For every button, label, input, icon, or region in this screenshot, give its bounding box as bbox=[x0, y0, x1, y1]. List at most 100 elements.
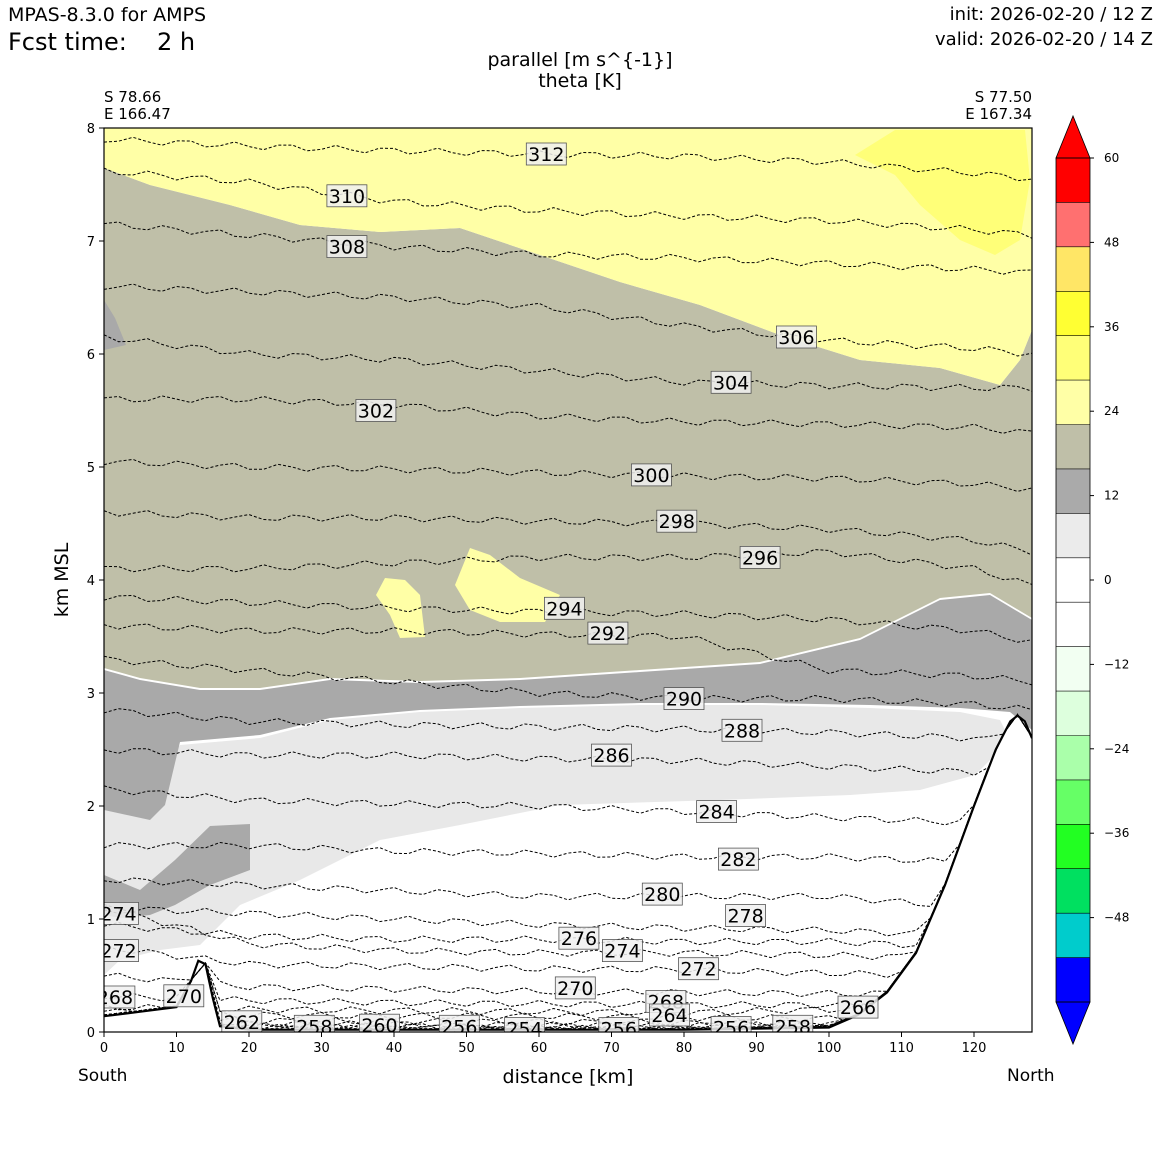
theta-label-310: 310 bbox=[326, 184, 368, 208]
theta-310-contour bbox=[104, 167, 1032, 239]
south-direction-label: South bbox=[78, 1066, 128, 1086]
theta-label-256: 256 bbox=[598, 1017, 640, 1041]
theta-label-text: 260 bbox=[361, 1015, 397, 1037]
theta-288-contour bbox=[104, 708, 1032, 742]
theta-label-text: 278 bbox=[727, 906, 763, 928]
colorbar-under-arrow bbox=[1055, 1001, 1091, 1046]
south-endpoint-latitude: S 78.66 bbox=[104, 88, 162, 106]
theta-label-254: 254 bbox=[504, 1017, 545, 1032]
forecast-time-label: Fcst time: bbox=[8, 28, 127, 56]
theta-label-298: 298 bbox=[656, 509, 698, 533]
theta-284-contour bbox=[104, 713, 1032, 826]
x-tick-label: 110 bbox=[889, 1041, 914, 1056]
y-tick-label: 5 bbox=[87, 461, 95, 476]
y-tick-label: 3 bbox=[87, 687, 95, 702]
colorbar-bin bbox=[1056, 513, 1090, 558]
theta-label-text: 304 bbox=[713, 372, 749, 394]
colorbar-over-arrow bbox=[1055, 114, 1091, 159]
field-gray-region bbox=[104, 595, 1032, 820]
theta-label-274: 274 bbox=[104, 902, 139, 925]
theta-label-text: 266 bbox=[840, 997, 876, 1019]
theta-label-312: 312 bbox=[525, 142, 567, 166]
theta-label-text: 300 bbox=[633, 465, 669, 487]
theta-label-256: 256 bbox=[438, 1014, 480, 1032]
theta-label-text: 286 bbox=[593, 745, 629, 767]
colorbar-bin bbox=[1056, 779, 1090, 825]
south-endpoint-longitude: E 166.47 bbox=[104, 105, 171, 123]
north-endpoint-longitude: E 167.34 bbox=[965, 105, 1032, 123]
theta-label-text: 262 bbox=[224, 1012, 260, 1034]
y-tick-label: 2 bbox=[87, 800, 95, 815]
north-direction-label: North bbox=[1007, 1066, 1055, 1086]
theta-label-266: 266 bbox=[837, 995, 879, 1019]
theta-label-text: 272 bbox=[680, 959, 716, 981]
field-paleyellow-blob-2 bbox=[455, 548, 560, 622]
colorbar-bin bbox=[1056, 291, 1090, 336]
colorbar-tick-label: 0 bbox=[1104, 573, 1112, 587]
colorbar-tick-label: 48 bbox=[1104, 235, 1119, 249]
y-axis: 0 1 2 3 4 5 6 7 8 bbox=[87, 122, 104, 1041]
colorbar-tick-label: −48 bbox=[1104, 911, 1129, 925]
colorbar-bin bbox=[1056, 335, 1090, 381]
theta-label-text: 268 bbox=[97, 987, 133, 1009]
terrain-outline bbox=[104, 714, 1032, 1031]
x-tick-label: 10 bbox=[168, 1041, 185, 1056]
theta-label-290: 290 bbox=[663, 687, 705, 711]
x-tick-label: 80 bbox=[676, 1041, 693, 1056]
colorbar-bin bbox=[1056, 468, 1090, 514]
theta-label-text: 296 bbox=[742, 547, 778, 569]
theta-label-268: 268 bbox=[97, 985, 136, 1009]
theta-label-text: 256 bbox=[601, 1019, 637, 1041]
y-tick-label: 1 bbox=[87, 913, 95, 928]
theta-label-256: 256 bbox=[710, 1016, 752, 1032]
theta-306-contour bbox=[104, 283, 1032, 357]
theta-label-text: 270 bbox=[557, 978, 593, 1000]
colorbar-bin bbox=[1056, 913, 1090, 958]
colorbar-tick-label: −24 bbox=[1104, 742, 1129, 756]
theta-label-264: 264 bbox=[649, 1003, 690, 1027]
colorbar-bin bbox=[1056, 646, 1090, 691]
theta-label-text: 282 bbox=[720, 849, 756, 871]
theta-label-text: 276 bbox=[561, 928, 597, 950]
colorbar-bin bbox=[1056, 691, 1090, 736]
chart-title: parallel [m s^{-1}] bbox=[487, 49, 673, 71]
colorbar-bin bbox=[1056, 868, 1090, 914]
colorbar-bin bbox=[1056, 246, 1090, 292]
theta-label-text: 258 bbox=[775, 1016, 811, 1038]
colorbar-tick-label: 60 bbox=[1104, 151, 1119, 165]
y-tick-label: 4 bbox=[87, 574, 95, 589]
x-tick-label: 50 bbox=[458, 1041, 475, 1056]
x-tick-label: 20 bbox=[241, 1041, 258, 1056]
theta-label-270: 270 bbox=[163, 984, 205, 1008]
theta-290-contour bbox=[104, 655, 1032, 711]
y-tick-label: 7 bbox=[87, 235, 95, 250]
x-tick-label: 60 bbox=[531, 1041, 548, 1056]
colorbar-bin bbox=[1056, 602, 1090, 647]
theta-label-text: 302 bbox=[358, 401, 394, 423]
theta-label-286: 286 bbox=[591, 743, 632, 767]
theta-label-text: 288 bbox=[724, 720, 760, 742]
field-yellow-region bbox=[855, 130, 1030, 255]
forecast-time-value: 2 h bbox=[157, 28, 196, 56]
field-paleyellow-blob-1 bbox=[376, 578, 425, 638]
y-tick-label: 8 bbox=[87, 122, 95, 137]
theta-label-300: 300 bbox=[631, 463, 672, 487]
theta-label-296: 296 bbox=[739, 546, 781, 569]
x-tick-label: 30 bbox=[313, 1041, 330, 1056]
theta-label-text: 310 bbox=[329, 186, 365, 208]
theta-label-text: 274 bbox=[604, 941, 640, 963]
colorbar-tick-label: 24 bbox=[1104, 404, 1119, 418]
theta-label-text: 264 bbox=[651, 1005, 687, 1027]
theta-298-contour bbox=[104, 510, 1032, 556]
theta-label-text: 306 bbox=[778, 327, 814, 349]
colorbar-bin bbox=[1056, 735, 1090, 780]
theta-label-306: 306 bbox=[776, 325, 817, 349]
colorbar-bin bbox=[1056, 424, 1090, 469]
theta-label-304: 304 bbox=[710, 370, 752, 394]
theta-label-text: 272 bbox=[100, 941, 136, 963]
theta-label-280: 280 bbox=[641, 882, 683, 906]
theta-label-258: 258 bbox=[772, 1014, 814, 1038]
theta-270-contour bbox=[104, 713, 1032, 998]
theta-label-text: 292 bbox=[590, 623, 626, 645]
theta-label-text: 270 bbox=[166, 986, 202, 1008]
